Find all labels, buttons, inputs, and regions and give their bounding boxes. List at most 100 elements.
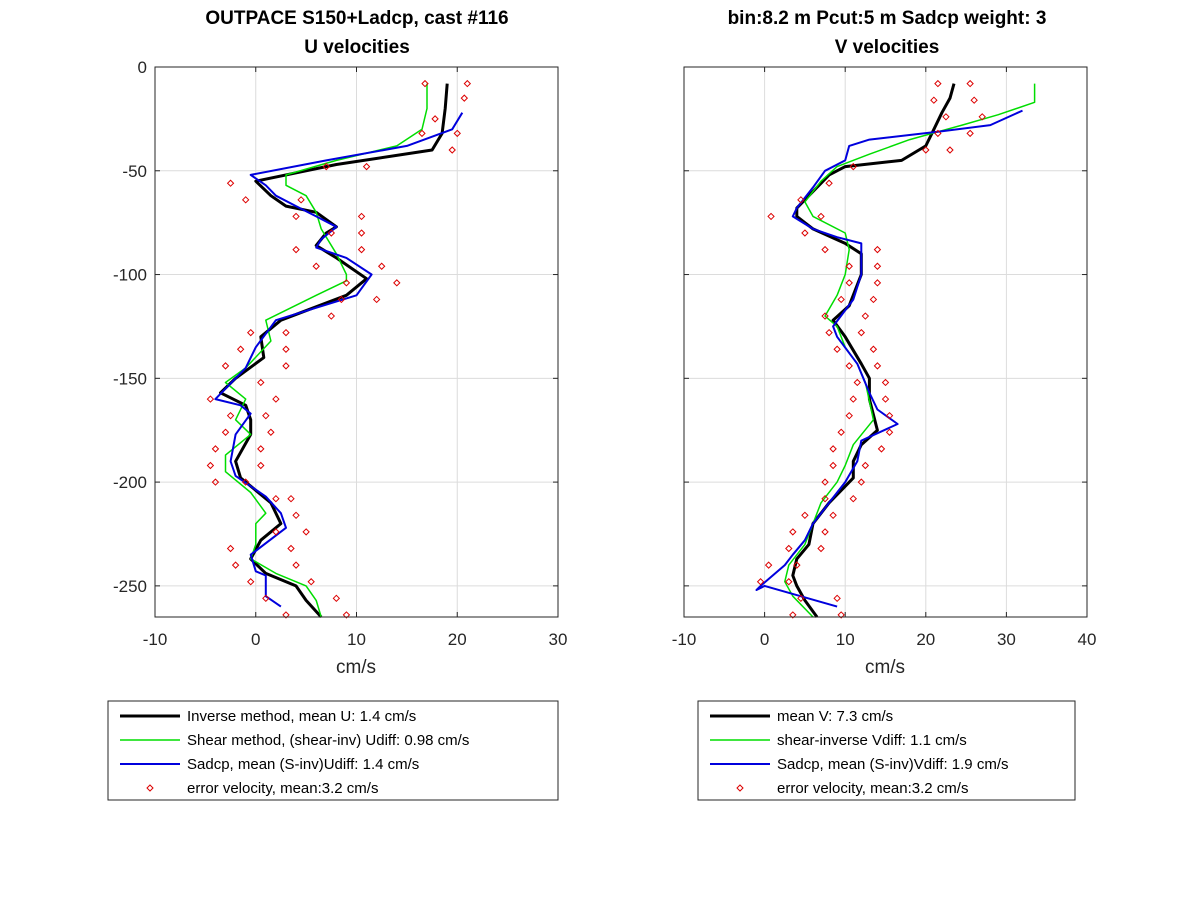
v-error-point xyxy=(942,113,950,121)
v-legend-label-2: Sadcp, mean (S-inv)Vdiff: 1.9 cm/s xyxy=(777,756,1008,773)
u-x-tick-label: 0 xyxy=(251,630,260,649)
v-error-point xyxy=(821,528,829,536)
v-error-point xyxy=(978,113,986,121)
v-ticks: -10 0 10 20 30 40 xyxy=(672,66,1096,649)
u-error-point xyxy=(337,295,346,304)
u-error-point xyxy=(257,445,265,453)
v-error-point xyxy=(785,544,793,553)
v-error-point xyxy=(885,411,894,420)
u-error-point xyxy=(377,262,386,270)
v-error-point xyxy=(849,162,857,171)
u-legend-label-3: error velocity, mean:3.2 cm/s xyxy=(187,780,378,797)
u-velocity-panel: OUTPACE S150+Ladcp, cast #116 U velociti… xyxy=(107,8,567,801)
u-x-axis-label: cm/s xyxy=(336,657,376,678)
u-error-point xyxy=(453,129,461,138)
v-error-point xyxy=(756,578,765,586)
v-error-point xyxy=(793,561,801,569)
u-error-point xyxy=(327,229,336,237)
v-error-point xyxy=(881,378,890,387)
v-x-tick-label: 0 xyxy=(760,630,769,649)
u-error-point xyxy=(282,362,290,370)
u-error-point xyxy=(206,461,215,470)
v-error-point xyxy=(873,279,882,287)
u-error-point xyxy=(297,196,305,204)
v-error-point xyxy=(837,611,845,619)
v-legend-label-3: error velocity, mean:3.2 cm/s xyxy=(777,780,968,797)
u-y-tick-label: -50 xyxy=(122,162,147,181)
v-series-line-1 xyxy=(784,83,1036,618)
v-error-point xyxy=(845,279,853,287)
v-error-point xyxy=(857,478,866,486)
v-error-point xyxy=(881,395,890,403)
u-legend-label-0: Inverse method, mean U: 1.4 cm/s xyxy=(187,708,416,725)
u-error-point xyxy=(332,594,341,603)
u-error-point xyxy=(267,428,275,436)
u-error-point xyxy=(231,561,240,569)
u-error-point xyxy=(272,395,280,403)
v-error-point xyxy=(817,544,825,553)
u-error-point xyxy=(272,528,280,536)
u-error-point xyxy=(257,461,265,470)
v-legend-marker xyxy=(736,784,744,792)
v-error-point xyxy=(829,445,837,453)
u-series-line-2 xyxy=(214,112,464,608)
v-error-point xyxy=(825,179,833,187)
u-error-point xyxy=(241,196,250,204)
u-legend-marker xyxy=(146,784,154,792)
u-error-point xyxy=(362,162,371,171)
u-error-point xyxy=(393,279,401,287)
v-error-point xyxy=(885,428,894,436)
v-error-point xyxy=(821,245,829,254)
v-error-point xyxy=(849,395,857,403)
u-y-tick-label: 0 xyxy=(138,58,147,77)
v-grid xyxy=(683,66,1088,617)
v-series-line-0 xyxy=(791,83,956,618)
u-error-point xyxy=(312,262,320,270)
v-x-tick-label: 20 xyxy=(916,630,935,649)
v-error-point xyxy=(829,511,837,520)
u-error-point xyxy=(327,312,336,320)
v-error-point xyxy=(861,312,870,320)
u-panel-title-line-2: U velocities xyxy=(304,37,410,58)
v-error-point xyxy=(873,245,882,254)
v-error-point xyxy=(821,312,829,320)
v-error-point xyxy=(930,96,938,104)
v-error-point xyxy=(934,79,942,88)
u-error-point xyxy=(272,494,280,503)
v-error-point xyxy=(966,129,974,138)
u-error-point xyxy=(287,544,295,553)
u-error-point xyxy=(357,245,366,254)
v-legend-label-1: shear-inverse Vdiff: 1.1 cm/s xyxy=(777,732,967,749)
u-series-line-1 xyxy=(224,83,428,618)
u-legend-label-1: Shear method, (shear-inv) Udiff: 0.98 cm… xyxy=(187,732,469,749)
v-error-point xyxy=(966,79,974,88)
v-error-point xyxy=(853,378,861,387)
v-error-point xyxy=(767,212,775,221)
v-error-point xyxy=(845,362,853,370)
u-error-point xyxy=(460,94,469,102)
u-x-tick-label: 20 xyxy=(448,630,467,649)
v-error-point xyxy=(797,594,805,603)
u-error-point xyxy=(421,79,429,88)
u-error-point xyxy=(431,115,439,123)
v-error-point xyxy=(829,461,837,470)
v-error-point xyxy=(845,262,853,270)
u-error-point xyxy=(342,611,351,619)
v-error-point xyxy=(837,428,845,436)
u-panel-title-line-1: OUTPACE S150+Ladcp, cast #116 xyxy=(205,8,508,29)
v-error-point xyxy=(821,494,829,503)
u-legend-label-2: Sadcp, mean (S-inv)Udiff: 1.4 cm/s xyxy=(187,756,419,773)
u-error-point xyxy=(206,395,215,403)
u-error-point xyxy=(226,411,235,420)
u-series-lines xyxy=(206,79,472,619)
v-x-axis-label: cm/s xyxy=(865,657,905,678)
u-x-tick-label: -10 xyxy=(143,630,168,649)
v-x-tick-label: 10 xyxy=(836,630,855,649)
u-error-point xyxy=(262,411,270,420)
u-error-point xyxy=(463,79,472,88)
u-error-point xyxy=(287,494,295,503)
u-error-point xyxy=(282,345,290,353)
v-error-point xyxy=(785,578,793,586)
u-y-tick-label: -200 xyxy=(113,473,147,492)
u-error-point xyxy=(307,578,315,586)
